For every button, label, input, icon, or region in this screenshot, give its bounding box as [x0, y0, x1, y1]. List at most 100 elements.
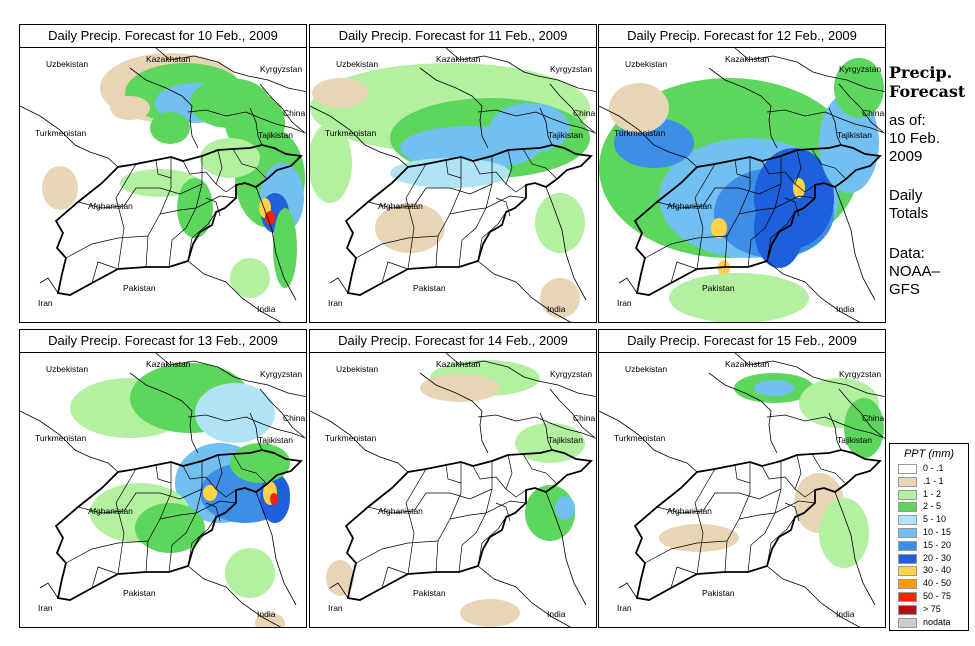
precip-field — [599, 58, 884, 322]
legend-label: > 75 — [923, 603, 941, 614]
legend-label: 0 - .1 — [923, 463, 944, 473]
country-label-pakistan: Pakistan — [123, 588, 156, 598]
totals-line: Daily — [889, 187, 923, 204]
country-label-china: China — [573, 413, 595, 423]
precip-map: Uzbekistan Kazakhstan Kyrgyzstan China Tajik… — [310, 48, 596, 322]
precip-cell — [535, 193, 585, 253]
panel-title: Daily Precip. Forecast for 15 Feb., 2009 — [599, 330, 885, 353]
precip-map: Uzbekistan Kazakhstan Kyrgyzstan China Tajik… — [20, 353, 306, 627]
panel-title: Daily Precip. Forecast for 11 Feb., 2009 — [310, 25, 596, 48]
country-label-pakistan: Pakistan — [123, 283, 156, 293]
asof-year: 2009 — [889, 148, 923, 165]
legend-label: 2 - 5 — [923, 501, 942, 512]
legend-swatch — [898, 579, 917, 590]
precip-cell — [420, 374, 500, 402]
precip-cell — [540, 278, 580, 318]
data-source-block: Data: NOAA– GFS — [889, 245, 973, 299]
precip-cell — [42, 166, 78, 210]
precip-cell — [718, 260, 730, 276]
country-label-kazakhstan: Kazakhstan — [725, 359, 770, 369]
country-label-china: China — [862, 413, 884, 423]
country-label-turkmenistan: Turkmenistan — [614, 433, 665, 443]
country-label-turkmenistan: Turkmenistan — [325, 433, 376, 443]
country-label-afghanistan: Afghanistan — [88, 201, 133, 211]
country-label-afghanistan: Afghanistan — [378, 506, 423, 516]
precip-cell — [819, 498, 869, 568]
legend-item: 50 - 75 — [898, 591, 966, 603]
precip-cell — [255, 613, 285, 627]
country-label-india: India — [836, 304, 855, 314]
country-label-uzbekistan: Uzbekistan — [336, 59, 378, 69]
forecast-panel: Daily Precip. Forecast for 12 Feb., 2009… — [598, 24, 886, 323]
legend-item: 15 - 20 — [898, 540, 966, 552]
country-label-uzbekistan: Uzbekistan — [336, 364, 378, 374]
precip-cell — [490, 103, 570, 153]
country-label-iran: Iran — [328, 298, 343, 308]
legend-item: > 75 — [898, 603, 966, 616]
forecast-panel: Daily Precip. Forecast for 10 Feb., 2009… — [19, 24, 307, 323]
country-label-kyrgyzstan: Kyrgyzstan — [839, 369, 881, 379]
precip-cell — [326, 560, 354, 596]
country-label-tajikistan: Tajikistan — [548, 435, 583, 445]
legend-item: 1 - 2 — [898, 488, 966, 501]
legend-swatch — [898, 566, 917, 577]
precip-cell — [754, 188, 804, 268]
legend-label: 1 - 2 — [923, 488, 942, 499]
precip-cell — [135, 503, 205, 553]
country-label-uzbekistan: Uzbekistan — [46, 364, 88, 374]
panel-title: Daily Precip. Forecast for 14 Feb., 2009 — [310, 330, 596, 353]
country-label-china: China — [573, 108, 595, 118]
legend-label: .1 - 1 — [923, 475, 944, 486]
precip-cell — [844, 398, 884, 458]
legend-label: 10 - 15 — [923, 527, 952, 537]
data-source-line: NOAA– — [889, 263, 940, 280]
precip-cell — [203, 485, 217, 501]
precip-field — [659, 373, 884, 568]
country-label-pakistan: Pakistan — [702, 588, 735, 598]
country-label-tajikistan: Tajikistan — [837, 130, 872, 140]
legend-label: 20 - 30 — [923, 552, 952, 563]
legend-swatch — [898, 617, 917, 628]
country-label-turkmenistan: Turkmenistan — [35, 128, 86, 138]
precip-cell — [120, 169, 200, 197]
country-label-turkmenistan: Turkmenistan — [325, 128, 376, 138]
country-label-china: China — [862, 108, 884, 118]
data-source-line: GFS — [889, 281, 920, 298]
panel-title: Daily Precip. Forecast for 10 Feb., 2009 — [20, 25, 306, 48]
country-label-pakistan: Pakistan — [413, 588, 446, 598]
legend-item: 0 - .1 — [898, 463, 966, 475]
precip-field — [326, 360, 585, 627]
precip-map: Uzbekistan Kazakhstan Kyrgyzstan China Tajik… — [599, 48, 885, 322]
side-title-line: Forecast — [889, 82, 966, 101]
country-label-afghanistan: Afghanistan — [667, 201, 712, 211]
country-label-uzbekistan: Uzbekistan — [46, 59, 88, 69]
legend-swatch — [898, 540, 917, 551]
precip-cell — [273, 208, 297, 288]
country-label-india: India — [257, 304, 276, 314]
legend-label: 40 - 50 — [923, 578, 952, 589]
country-label-kazakhstan: Kazakhstan — [146, 54, 191, 64]
country-label-tajikistan: Tajikistan — [258, 435, 293, 445]
legend-swatch — [898, 592, 917, 602]
forecast-panel: Daily Precip. Forecast for 11 Feb., 2009… — [309, 24, 597, 323]
country-label-india: India — [547, 304, 566, 314]
totals-block: Daily Totals — [889, 187, 973, 223]
forecast-panel: Daily Precip. Forecast for 15 Feb., 2009… — [598, 329, 886, 628]
country-label-tajikistan: Tajikistan — [258, 130, 293, 140]
precip-map: Uzbekistan Kazakhstan Kyrgyzstan China Tajik… — [20, 48, 306, 322]
country-label-kazakhstan: Kazakhstan — [146, 359, 191, 369]
forecast-panel: Daily Precip. Forecast for 13 Feb., 2009… — [19, 329, 307, 628]
country-label-kyrgyzstan: Kyrgyzstan — [839, 64, 881, 74]
asof-block: as of: 10 Feb. 2009 — [889, 112, 973, 166]
legend-label: 30 - 40 — [923, 565, 952, 576]
country-label-afghanistan: Afghanistan — [667, 506, 712, 516]
legend-swatch — [898, 464, 917, 474]
precip-cell — [609, 83, 669, 133]
precip-cell — [265, 211, 275, 225]
legend-item: .1 - 1 — [898, 475, 966, 488]
precip-cell — [200, 138, 260, 178]
country-label-uzbekistan: Uzbekistan — [625, 364, 667, 374]
legend-item: 10 - 15 — [898, 527, 966, 539]
precip-map: Uzbekistan Kazakhstan Kyrgyzstan China Tajik… — [599, 353, 885, 627]
country-label-pakistan: Pakistan — [413, 283, 446, 293]
